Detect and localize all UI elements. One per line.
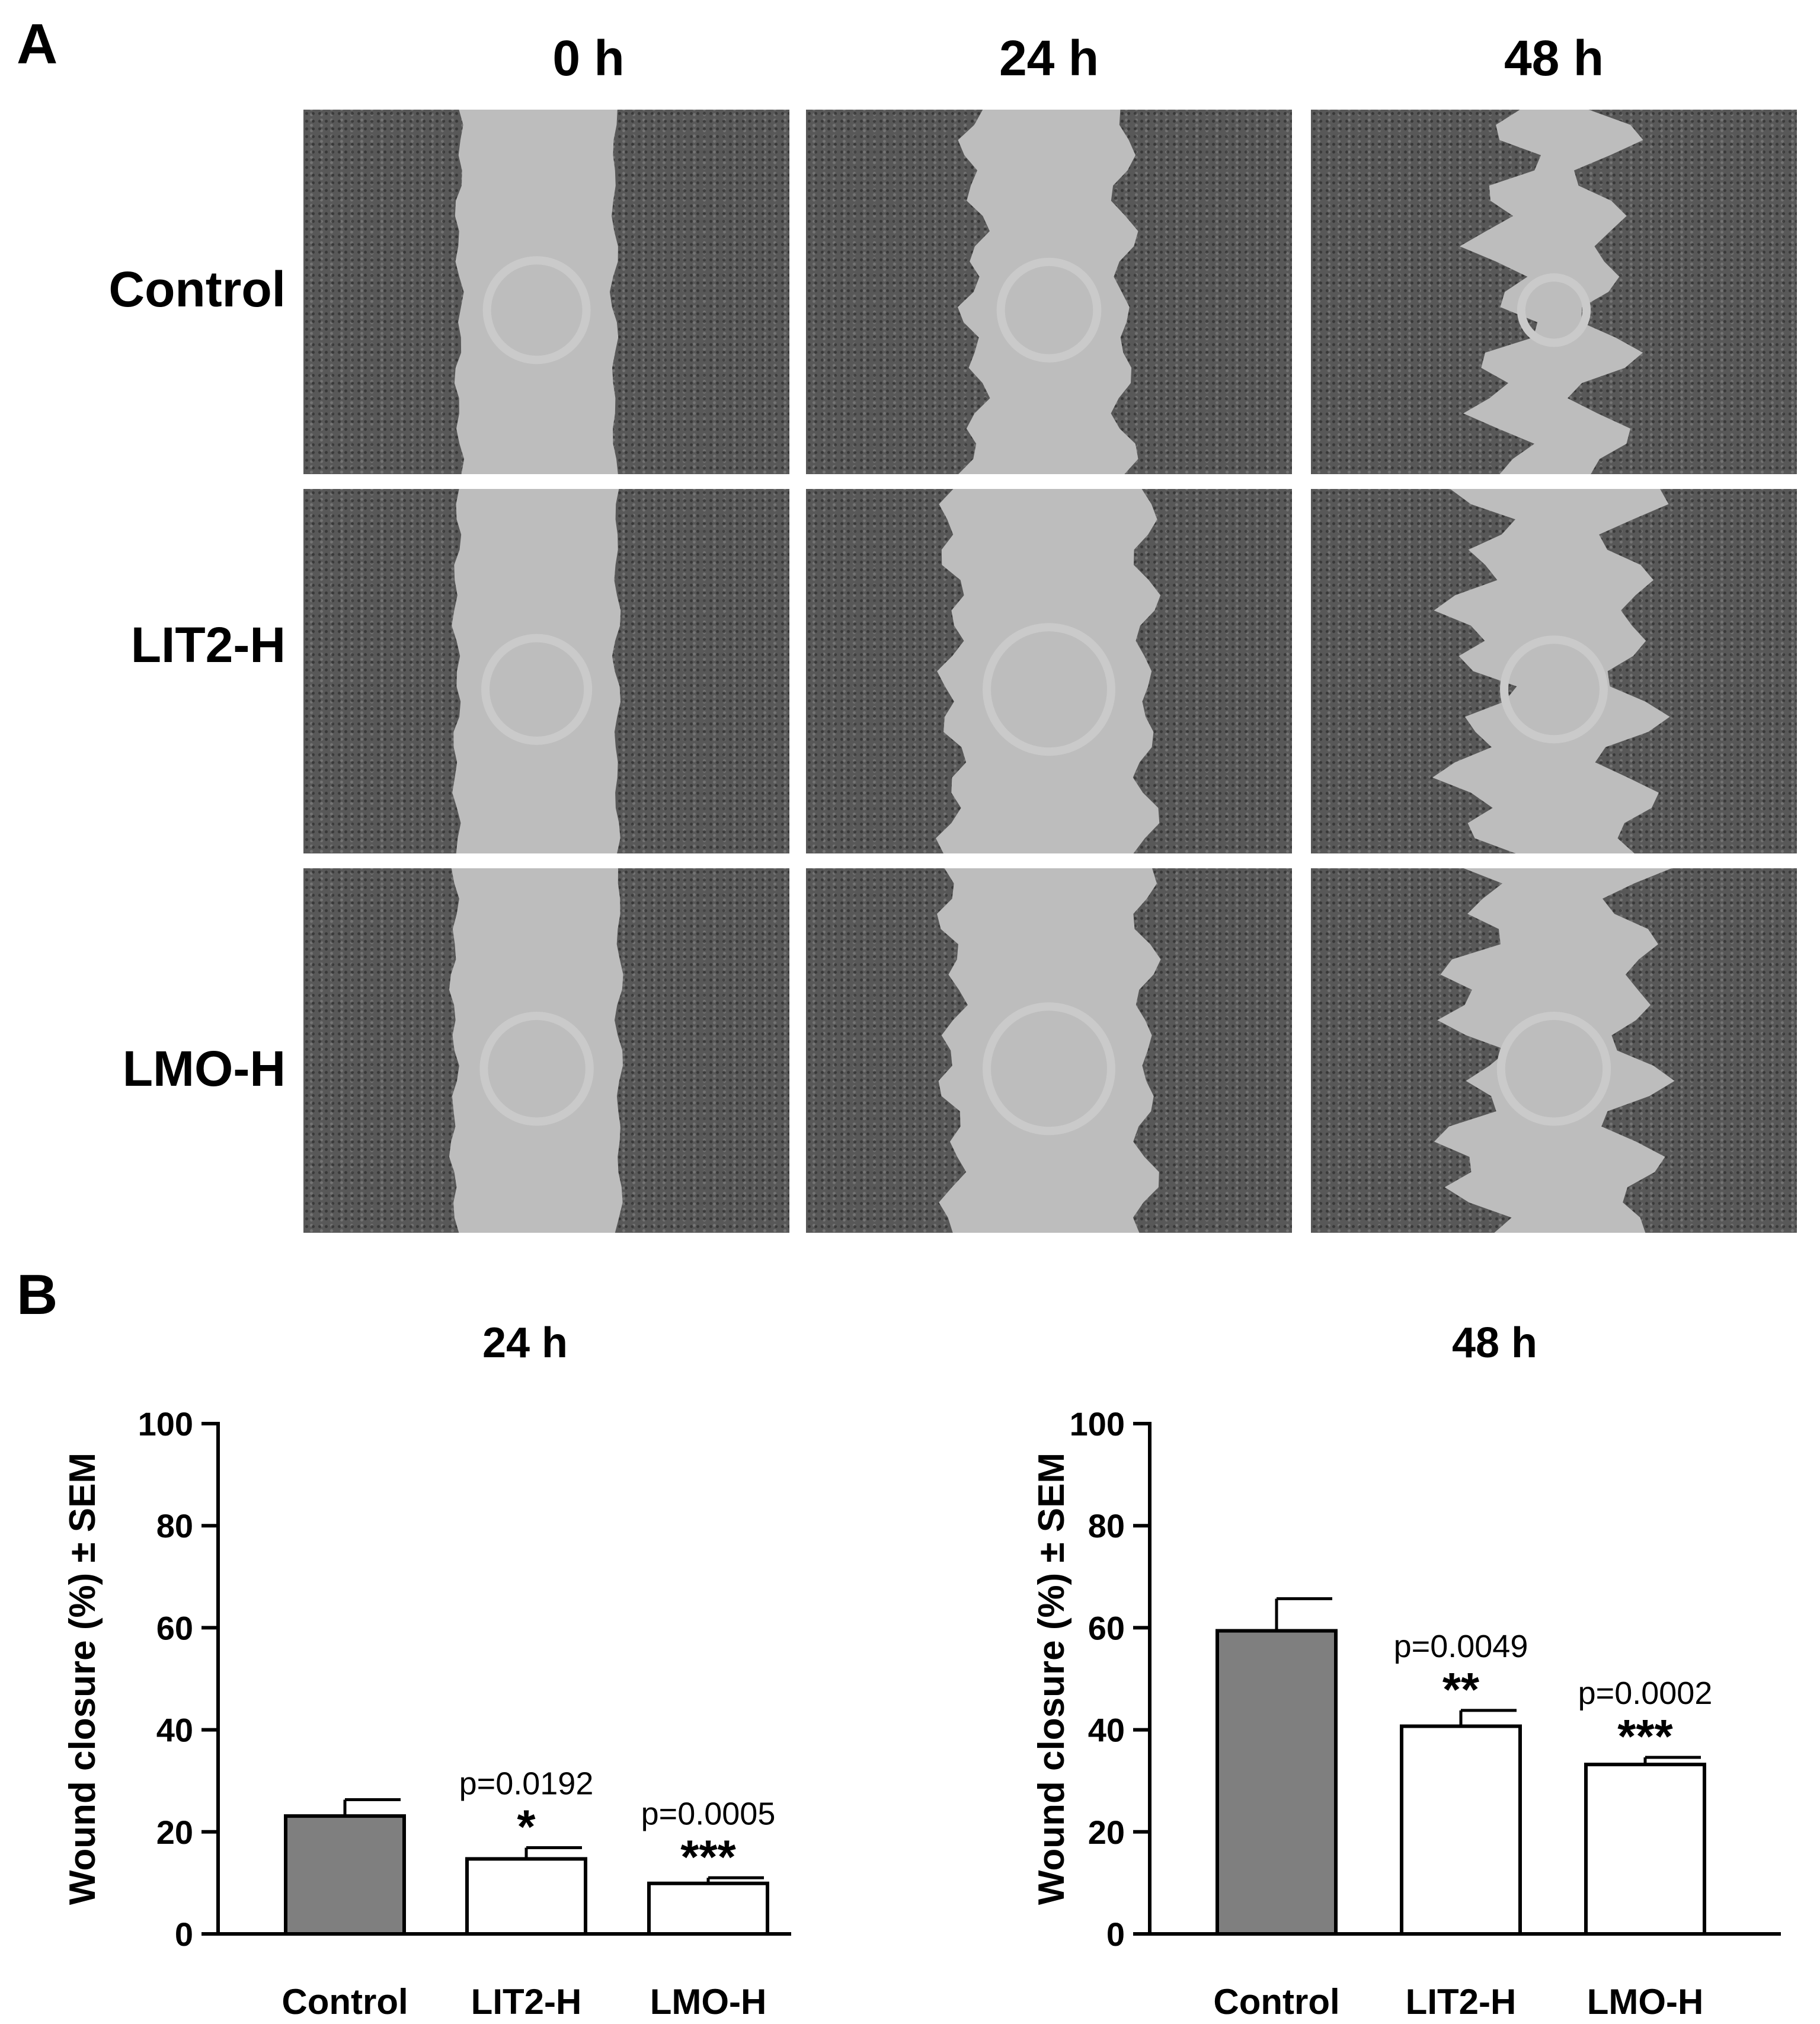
category-label: LMO-H (1587, 1982, 1704, 2022)
category-label: LIT2-H (1406, 1982, 1517, 2022)
y-axis-label: Wound closure (%) ± SEM (62, 1453, 103, 1905)
bar-chart-24h: 0 20 40 60 80 100 Wound closure (%) ± SEM Contr… (62, 1405, 791, 2022)
wound-gap-shape (1434, 868, 1675, 1233)
bar-lit2-h (1400, 1724, 1522, 1936)
category-label: Control (1213, 1982, 1339, 2022)
wound-gap-shape (1432, 489, 1670, 853)
significance-stars: * (517, 1800, 536, 1853)
wound-gap-shape (452, 489, 621, 853)
bar-lit2-h (465, 1857, 587, 1936)
row-label-control: Control (108, 261, 286, 317)
p-value-label: p=0.0002 (1578, 1676, 1713, 1711)
column-label-48h: 48 h (1504, 30, 1604, 86)
category-label: LIT2-H (471, 1982, 582, 2022)
row-label-lmoh: LMO-H (122, 1041, 286, 1096)
y-axis-label: Wound closure (%) ± SEM (1031, 1453, 1072, 1905)
y-tick-label: 40 (1088, 1712, 1125, 1749)
bar-chart-48h: 0 20 40 60 80 100 Wound closure (%) ± SEM Contr… (1031, 1405, 1781, 2022)
column-label-0h: 0 h (552, 30, 625, 86)
y-tick-label: 80 (1088, 1507, 1125, 1545)
chart-title-24h: 24 h (482, 1319, 568, 1367)
panel-b-label: B (17, 1263, 58, 1326)
micrograph-lmoh-24h (806, 868, 1292, 1233)
wound-gap-shape (936, 489, 1161, 853)
y-tick-label: 40 (156, 1712, 193, 1749)
y-tick-label: 0 (175, 1916, 193, 1953)
wound-gap-shape (937, 868, 1161, 1233)
wound-gap-shape (958, 110, 1138, 474)
wound-gap-shape (449, 868, 623, 1233)
significance-stars: ** (1442, 1663, 1480, 1716)
bar-control (284, 1814, 406, 1936)
p-value-label: p=0.0192 (459, 1766, 594, 1801)
y-tick-label: 100 (138, 1405, 193, 1443)
bar-lmo-h (647, 1881, 769, 1936)
panel-a-label: A (17, 12, 58, 76)
bar-control (1216, 1629, 1338, 1936)
wound-gap-shape (454, 110, 619, 474)
y-tick-label: 60 (156, 1609, 193, 1646)
row-label-lit2h: LIT2-H (130, 617, 286, 673)
micrograph-control-48h (1311, 110, 1797, 474)
micrograph-lit2h-24h (806, 489, 1292, 853)
y-tick-label: 0 (1106, 1916, 1125, 1953)
y-tick-label: 80 (156, 1507, 193, 1545)
y-tick-label: 100 (1070, 1405, 1125, 1443)
micrograph-control-24h (806, 110, 1292, 474)
p-value-label: p=0.0049 (1394, 1629, 1528, 1664)
wound-gap-shape (1460, 110, 1643, 474)
significance-stars: *** (680, 1830, 736, 1883)
category-label: Control (282, 1982, 408, 2022)
micrograph-control-0h (303, 110, 789, 474)
micrograph-lit2h-48h (1311, 489, 1797, 853)
significance-stars: *** (1617, 1710, 1673, 1763)
chart-title-48h: 48 h (1451, 1319, 1538, 1367)
bar-lmo-h (1584, 1763, 1706, 1936)
p-value-label: p=0.0005 (641, 1796, 776, 1831)
y-tick-label: 20 (1088, 1814, 1125, 1851)
micrograph-lmoh-48h (1311, 868, 1797, 1233)
column-label-24h: 24 h (999, 30, 1099, 86)
micrograph-lit2h-0h (303, 489, 789, 853)
micrograph-lmoh-0h (303, 868, 789, 1233)
category-label: LMO-H (650, 1982, 767, 2022)
y-tick-label: 60 (1088, 1609, 1125, 1646)
y-tick-label: 20 (156, 1814, 193, 1851)
